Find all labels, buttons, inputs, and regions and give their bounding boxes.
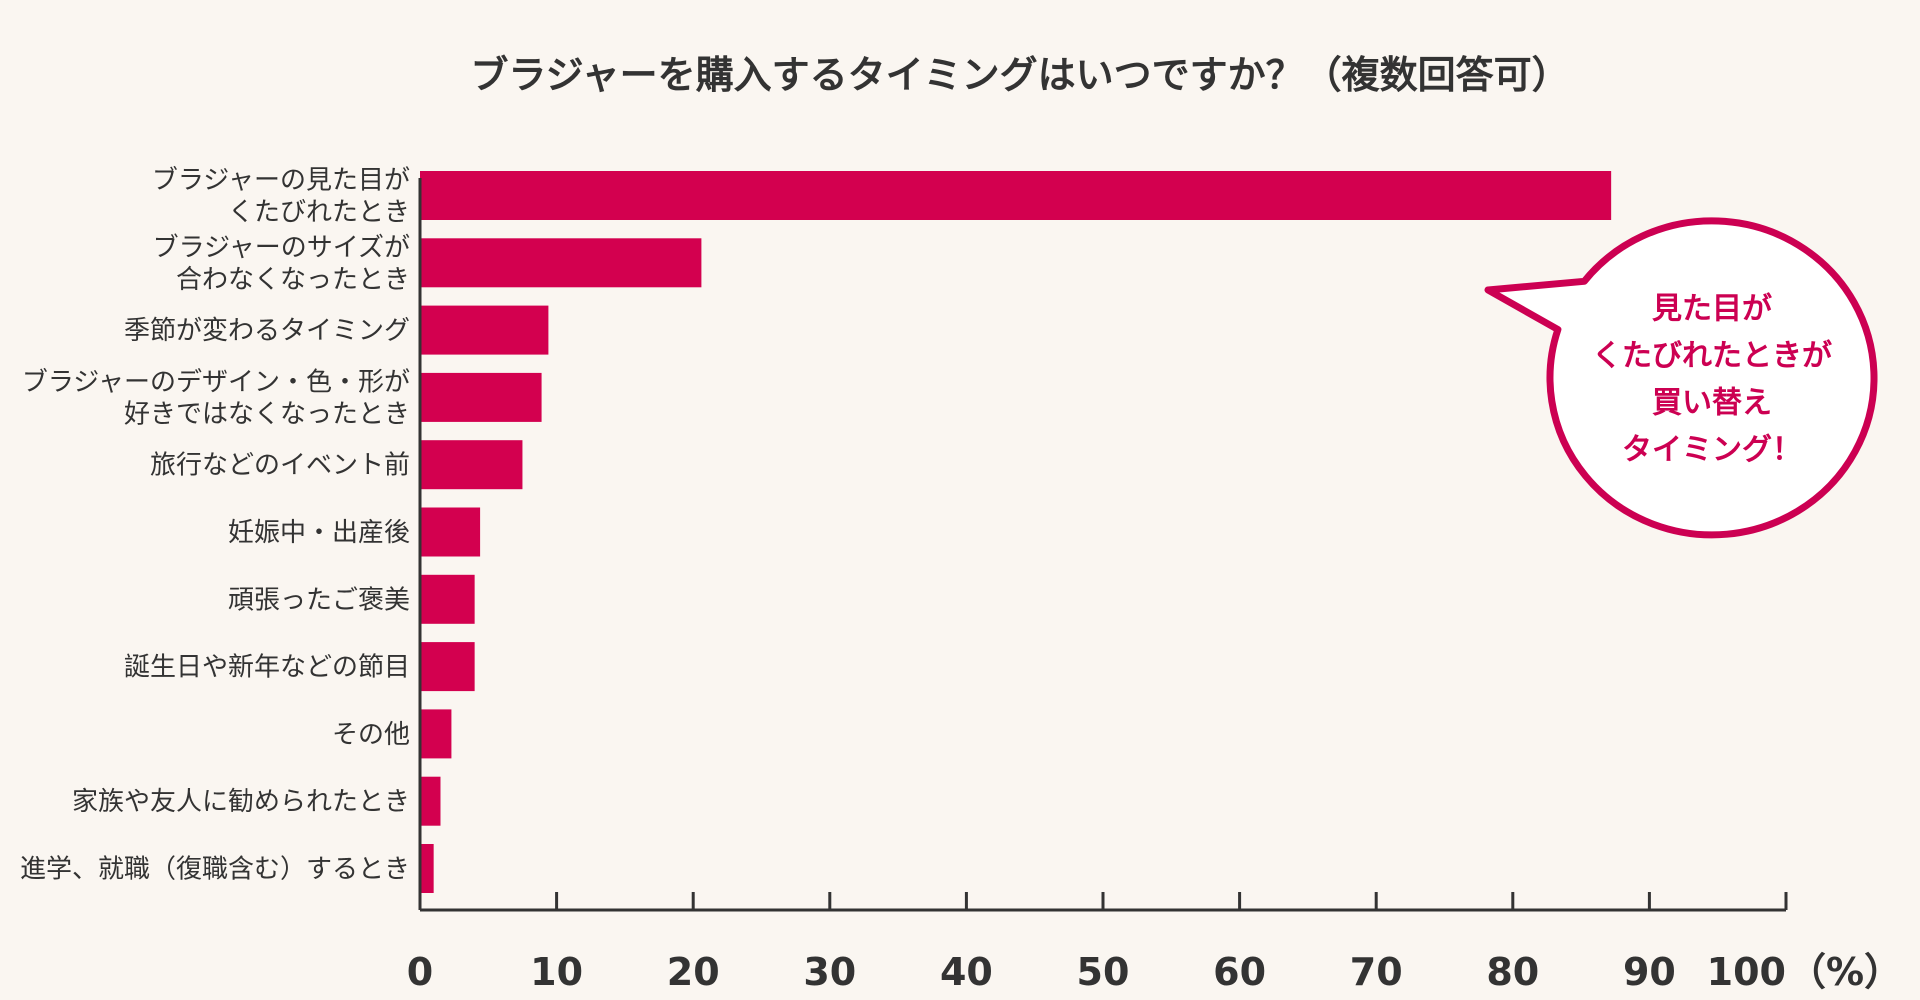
bar — [420, 844, 434, 893]
bar — [420, 305, 549, 355]
category-label: 好きではなくなったとき — [124, 399, 410, 429]
bar — [420, 372, 542, 422]
category-label: 季節が変わるタイミング — [124, 316, 410, 346]
x-tick-label: 40 — [940, 950, 993, 994]
category-label: 誕生日や新年などの節目 — [124, 653, 410, 683]
x-tick-label: 0 — [407, 950, 433, 994]
x-tick-label: 80 — [1486, 950, 1539, 994]
chart-title: ブラジャーを購入するタイミングはいつですか？（複数回答可） — [470, 53, 1569, 97]
category-label: 旅行などのイベント前 — [150, 451, 410, 481]
category-label: くたびれたとき — [228, 198, 410, 228]
category-label: 妊娠中・出産後 — [228, 518, 410, 548]
callout-text-line: タイミング！ — [1622, 433, 1802, 468]
callout-shape — [1484, 217, 1878, 539]
x-tick-label: 10 — [530, 950, 583, 994]
category-label: 家族や友人に勧められたとき — [72, 787, 410, 817]
bar — [420, 440, 523, 490]
bar — [420, 171, 1612, 220]
x-tick-label: 30 — [803, 950, 856, 994]
bars-layer — [420, 171, 1612, 893]
bar — [420, 238, 702, 288]
category-label: ブラジャーの見た目が — [152, 166, 410, 196]
bar — [420, 776, 441, 826]
category-label: 進学、就職（復職含む）するとき — [20, 855, 410, 885]
x-axis-unit: （%） — [1788, 950, 1902, 994]
x-tick-label: 20 — [667, 950, 720, 994]
category-label: ブラジャーのデザイン・色・形が — [22, 367, 410, 397]
x-tick-label: 90 — [1623, 950, 1676, 994]
category-labels: ブラジャーの見た目がくたびれたときブラジャーのサイズが合わなくなったとき季節が変… — [20, 166, 410, 885]
callout-text-line: 買い替え — [1652, 386, 1772, 421]
bar — [420, 507, 481, 557]
x-tick-label: 100 — [1707, 950, 1786, 994]
callout-text-line: くたびれたときが — [1592, 339, 1832, 374]
bar — [420, 642, 475, 692]
x-tick-label: 70 — [1350, 950, 1403, 994]
category-label: 合わなくなったとき — [176, 265, 410, 295]
callout-text-line: 見た目が — [1652, 292, 1772, 327]
axes: 0 10 20 30 40 50 60 70 80 90 100 （%） — [407, 178, 1902, 994]
x-tick-label: 50 — [1077, 950, 1130, 994]
category-label: 頑張ったご褒美 — [228, 585, 410, 615]
bar — [420, 709, 452, 759]
bar — [420, 574, 475, 624]
category-label: その他 — [332, 720, 410, 750]
category-label: ブラジャーのサイズが — [153, 233, 410, 263]
x-tick-label: 60 — [1213, 950, 1266, 994]
